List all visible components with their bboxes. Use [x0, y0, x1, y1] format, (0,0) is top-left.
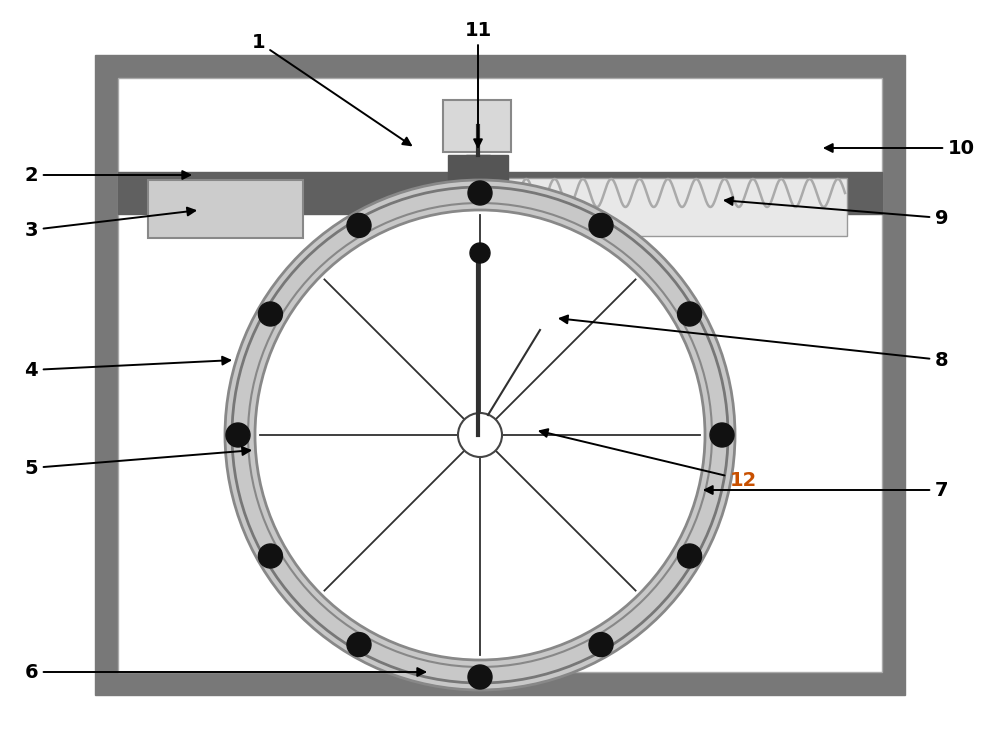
Circle shape [468, 181, 492, 205]
Circle shape [255, 210, 705, 660]
Text: 2: 2 [24, 165, 190, 184]
Bar [118, 172, 882, 214]
Text: 8: 8 [560, 315, 949, 370]
Circle shape [225, 180, 735, 690]
Text: 10: 10 [825, 138, 975, 157]
Text: 7: 7 [705, 481, 948, 500]
Circle shape [258, 302, 282, 326]
Circle shape [589, 213, 613, 237]
Text: 1: 1 [251, 32, 411, 146]
Bar [95, 55, 905, 695]
Bar [502, 178, 847, 236]
Bar [118, 78, 882, 672]
Circle shape [347, 213, 371, 237]
Text: 11: 11 [464, 21, 492, 147]
Text: 5: 5 [24, 447, 250, 478]
Circle shape [589, 633, 613, 656]
Text: 9: 9 [725, 197, 948, 228]
Circle shape [678, 544, 702, 568]
Circle shape [470, 243, 490, 263]
Circle shape [226, 423, 250, 447]
Bar [443, 100, 511, 152]
Circle shape [678, 302, 702, 326]
Circle shape [710, 423, 734, 447]
Text: 12: 12 [540, 429, 757, 490]
Circle shape [258, 544, 282, 568]
Text: 6: 6 [24, 662, 425, 681]
Bar [448, 155, 508, 193]
Circle shape [458, 413, 502, 457]
Circle shape [468, 665, 492, 689]
Circle shape [347, 633, 371, 656]
Bar [466, 155, 490, 253]
Bar [148, 180, 303, 238]
Text: 4: 4 [24, 356, 230, 379]
Text: 3: 3 [24, 207, 195, 240]
